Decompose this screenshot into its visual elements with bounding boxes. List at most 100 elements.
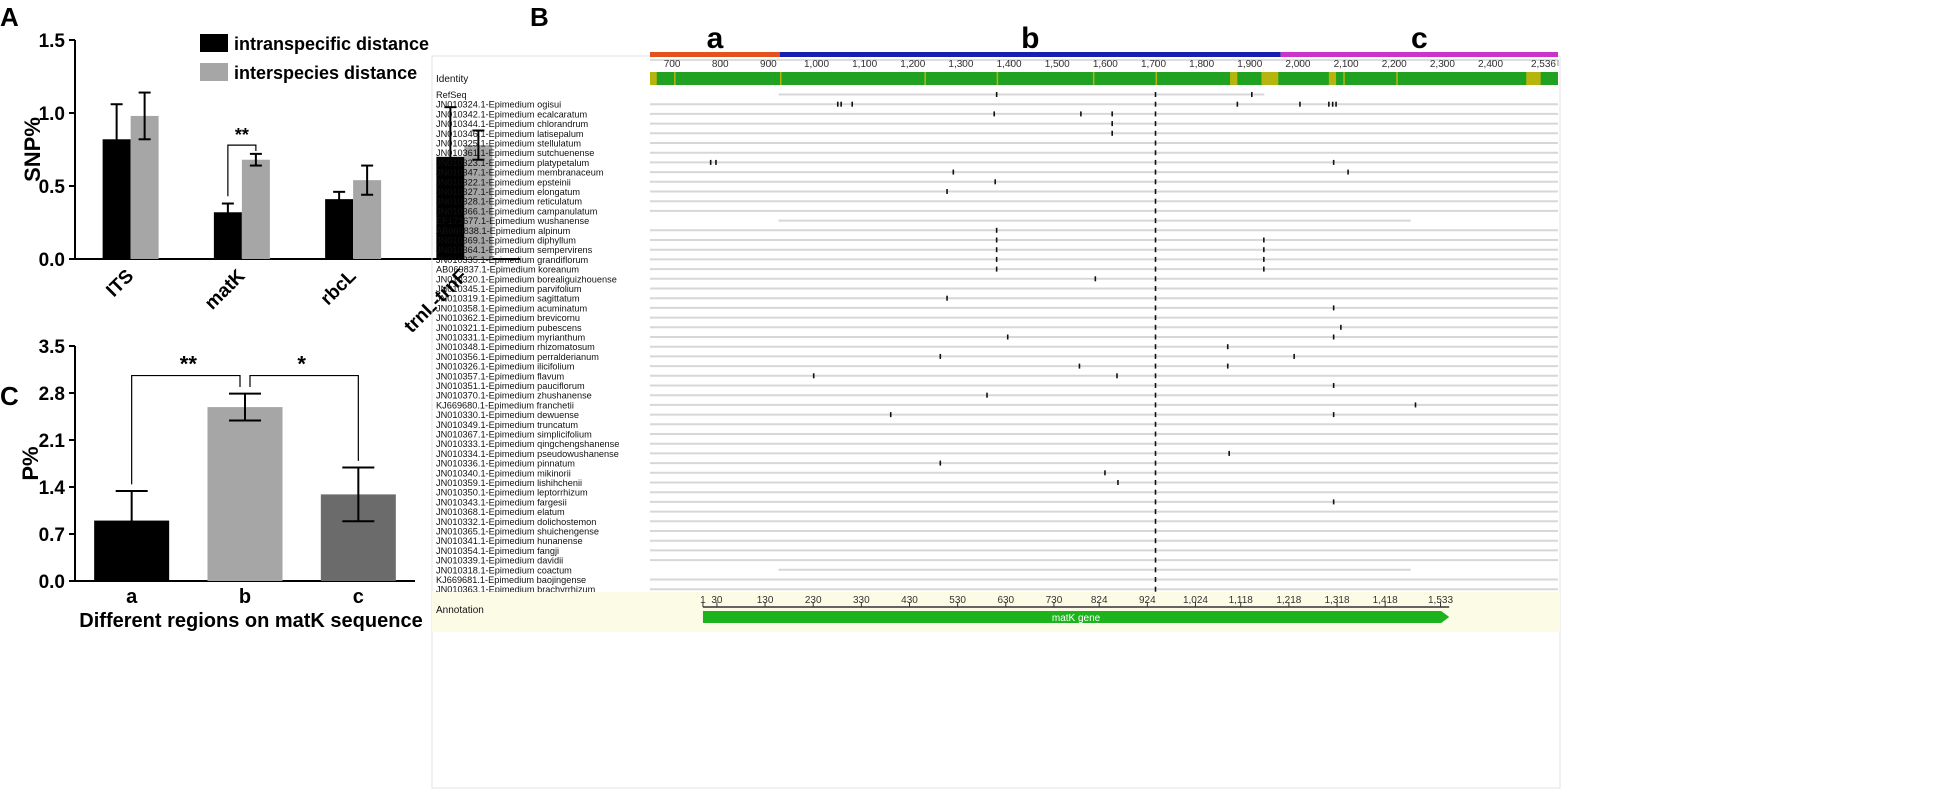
y-tick-label: 3.5 <box>39 337 66 358</box>
snp-mark <box>1117 480 1119 485</box>
snp-mark <box>1154 557 1157 563</box>
snp-mark <box>995 247 998 253</box>
sequence-name: JN010370.1-Epimedium zhushanense <box>436 391 592 401</box>
sequence-name: JN010354.1-Epimedium fangji <box>436 546 559 556</box>
y-axis-label: P% <box>18 446 43 480</box>
snp-mark <box>1154 402 1157 408</box>
snp-mark <box>709 159 712 165</box>
y-axis-label: SNP% <box>20 117 45 182</box>
ruler-tick-label: 900 <box>760 59 777 70</box>
snp-mark <box>1154 208 1157 214</box>
identity-label: Identity <box>436 74 468 85</box>
snp-mark <box>1154 179 1157 185</box>
snp-mark <box>1154 412 1157 418</box>
x-tick-label: a <box>126 586 138 608</box>
snp-mark <box>1104 470 1106 476</box>
snp-mark <box>1154 528 1157 534</box>
snp-mark <box>1154 198 1157 204</box>
gene-ruler-label: 1,418 <box>1373 595 1398 606</box>
region-bar <box>1280 52 1558 57</box>
snp-mark <box>1154 480 1157 485</box>
sequence-name: KJ669681.1-Epimedium baojingense <box>436 575 586 585</box>
snp-mark <box>1332 383 1335 388</box>
identity-dip <box>1230 72 1232 85</box>
sequence-name: JN010362.1-Epimedium brevicornu <box>436 313 580 323</box>
sequence-name: JN010367.1-Epimedium simplicifolium <box>436 430 592 440</box>
significance-label: ** <box>180 352 198 377</box>
bar <box>241 159 270 259</box>
ruler-tick-label: 1,200 <box>900 59 925 70</box>
snp-mark <box>1263 237 1265 243</box>
ruler-tick-label: 1,100 <box>852 59 877 70</box>
panel-label-a: A <box>0 2 19 32</box>
snp-mark <box>1332 159 1335 165</box>
sequence-name: JN010350.1-Epimedium leptorrhizum <box>436 488 588 498</box>
snp-mark <box>994 179 996 185</box>
snp-mark <box>1111 121 1113 127</box>
y-tick-label: 2.1 <box>39 431 66 452</box>
gene-ruler-label: 30 <box>711 595 723 606</box>
ruler-tick-label: 1,800 <box>1189 59 1214 70</box>
snp-mark <box>1154 567 1157 573</box>
snp-mark <box>1154 315 1157 321</box>
legend-label: interspecies distance <box>234 63 417 83</box>
snp-mark <box>1154 450 1157 456</box>
sequence-name: JN010351.1-Epimedium pauciflorum <box>436 381 585 391</box>
x-axis-label: Different regions on matK sequence <box>79 610 422 632</box>
snp-mark <box>1154 140 1157 146</box>
snp-mark <box>1332 412 1335 418</box>
snp-mark <box>1154 344 1157 350</box>
sequence-name: JN010340.1-Epimedium mikinorii <box>436 468 571 478</box>
sequence-name: JN010358.1-Epimedium acuminatum <box>436 303 588 313</box>
ruler-tick-label: 2,300 <box>1430 59 1455 70</box>
snp-mark <box>1154 421 1157 427</box>
sequence-name: JN010320.1-Epimedium borealiguizhouense <box>436 274 617 284</box>
snp-mark <box>1154 286 1157 291</box>
sequence-name: JN010366.1-Epimedium campanulatum <box>436 206 598 216</box>
gene-ruler-label: 1,318 <box>1325 595 1350 606</box>
snp-mark <box>939 460 942 466</box>
snp-mark <box>1154 101 1157 107</box>
sequence-name: JN010332.1-Epimedium dolichostemon <box>436 517 596 527</box>
snp-mark <box>1154 460 1157 466</box>
gene-ruler-label: 1 <box>700 595 706 606</box>
gene-ruler-label: 330 <box>853 595 870 606</box>
snp-mark <box>1154 305 1157 311</box>
snp-mark <box>1006 334 1009 340</box>
gene-ruler-label: 824 <box>1091 595 1108 606</box>
snp-mark <box>995 256 998 262</box>
bar <box>207 407 283 581</box>
ruler-tick-label: 1,300 <box>948 59 973 70</box>
sequence-name: JN010369.1-Epimedium diphyllum <box>436 236 576 246</box>
identity-dip <box>1092 72 1095 85</box>
gene-ruler-label: 1,118 <box>1229 595 1254 606</box>
identity-dip <box>1263 72 1266 85</box>
snp-mark <box>1299 101 1301 107</box>
gene-ruler-label: 630 <box>997 595 1014 606</box>
snp-mark <box>1154 353 1157 359</box>
identity-bar <box>650 72 1558 85</box>
significance-label: ** <box>235 125 249 145</box>
snp-mark <box>1154 499 1157 505</box>
identity-variable-region <box>1526 72 1541 85</box>
bar <box>464 145 493 259</box>
identity-dip <box>996 72 999 85</box>
ruler-tick-label: 800 <box>712 59 729 70</box>
sequence-name: JN010347.1-Epimedium membranaceum <box>436 168 604 178</box>
sequence-name: JN010348.1-Epimedium rhizomatosum <box>436 342 595 352</box>
snp-mark <box>1328 101 1330 107</box>
snp-mark <box>1332 499 1335 505</box>
sequence-name: JN010342.1-Epimedium ecalcaratum <box>436 109 588 119</box>
sequence-name: JN010363.1-Epimedium brachyrrhizum <box>436 585 596 595</box>
snp-mark <box>1332 334 1335 340</box>
ruler-tick-label: 2,200 <box>1382 59 1407 70</box>
identity-dip <box>1396 72 1398 85</box>
sequence-name: JN010343.1-Epimedium fargesii <box>436 497 567 507</box>
sequence-name: EF173677.1-Epimedium wushanense <box>436 216 589 226</box>
snp-mark <box>1154 470 1157 476</box>
snp-mark <box>1154 538 1157 544</box>
panel-label-c: C <box>0 381 19 411</box>
snp-mark <box>1154 237 1157 243</box>
snp-mark <box>1154 121 1157 127</box>
snp-mark <box>995 92 998 97</box>
